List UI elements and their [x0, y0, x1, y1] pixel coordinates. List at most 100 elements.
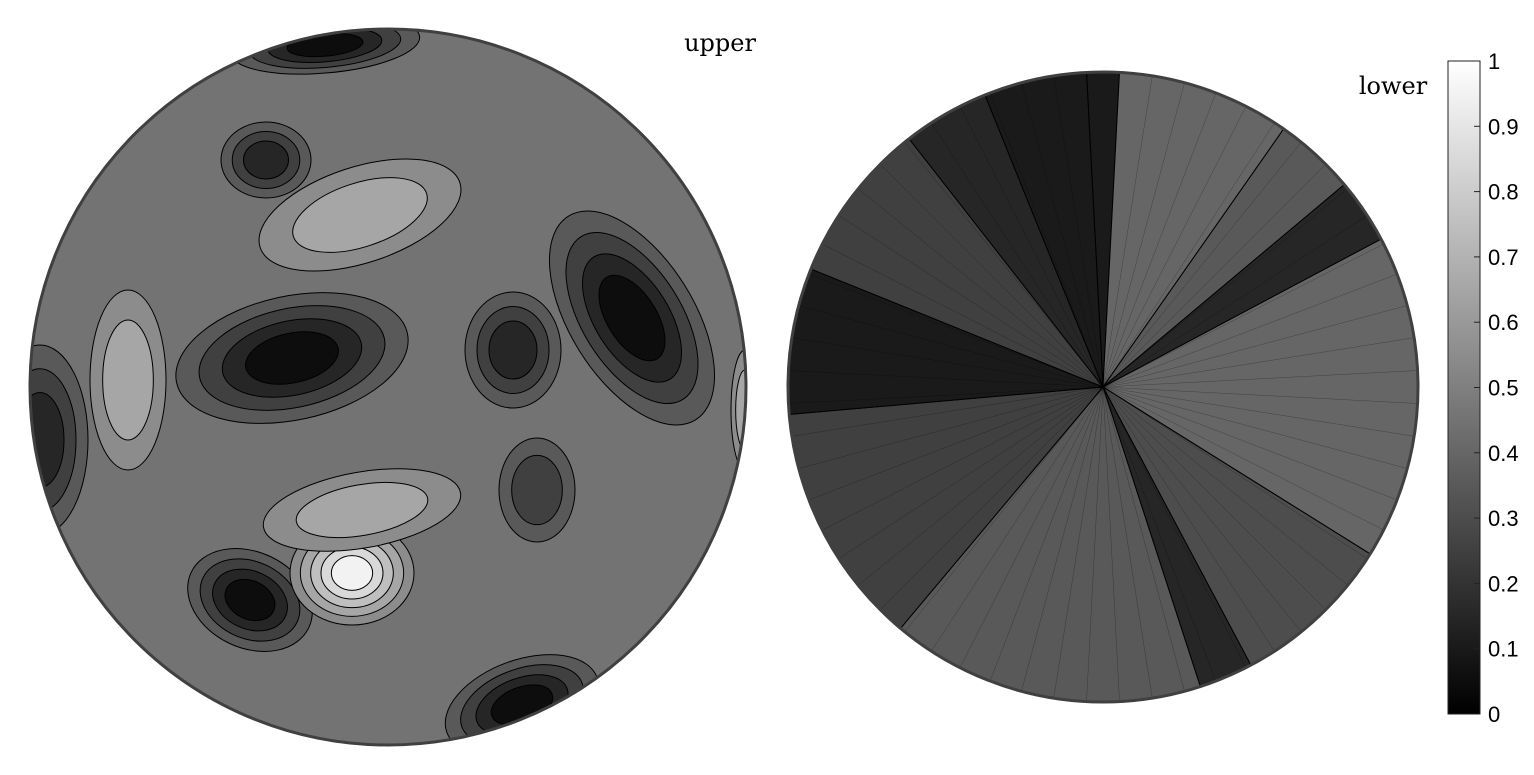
lower-contour-line: [838, 172, 1104, 388]
lower-contour-line: [1102, 72, 1157, 388]
lower-contour-line: [788, 386, 1104, 406]
lower-contour-line: [1102, 83, 1258, 388]
lower-contour-line: [799, 386, 1104, 542]
lower-contour-line: [1102, 386, 1122, 702]
lower-sectors: [788, 72, 1418, 702]
lower-contour-line: [888, 386, 1104, 652]
upper-low-region: [498, 437, 576, 543]
contour-band: [224, 578, 276, 622]
upper-low-region: [444, 654, 600, 745]
upper-panel-label: upper: [684, 29, 756, 57]
upper-low-region: [464, 291, 562, 409]
lower-contour-line: [862, 386, 1104, 628]
lower-contour-line: [788, 386, 1104, 476]
lower-contour-line: [817, 201, 1104, 388]
lower-contour-line: [788, 264, 1104, 388]
lower-contour-line: [1102, 72, 1192, 388]
lower-contour-line: [1102, 72, 1226, 388]
colorbar-tick-label: 0.8: [1488, 180, 1519, 205]
colorbar-tick-label: 1: [1488, 49, 1500, 74]
colorbar-tick-label: 0.5: [1488, 376, 1519, 401]
upper-high-region: [89, 289, 167, 471]
lower-contour-line: [817, 386, 1104, 573]
lower-pole-figure: lower: [786, 70, 1428, 704]
contour-band: [245, 331, 339, 385]
lower-contour-line: [1102, 386, 1418, 406]
lower-contour-line: [1102, 386, 1318, 652]
lower-contour-line: [862, 146, 1104, 388]
colorbar-tick-label: 0.7: [1488, 245, 1519, 270]
lower-contour-line: [1014, 386, 1104, 702]
contour-band: [295, 481, 429, 539]
contour-band: [102, 319, 154, 441]
lower-contour-line: [1102, 386, 1258, 691]
colorbar-tick-label: 0.1: [1488, 637, 1519, 662]
lower-contour-line: [1102, 386, 1418, 441]
upper-plot-rim: [28, 27, 748, 747]
lower-contour-line: [1102, 386, 1192, 702]
colorbar-tick-label: 0.9: [1488, 114, 1519, 139]
lower-contour-line: [788, 368, 1104, 388]
colorbar-tick-label: 0.3: [1488, 506, 1519, 531]
lower-contour-line: [1102, 146, 1344, 388]
lower-panel-label: lower: [1359, 72, 1428, 100]
contour-band: [292, 177, 428, 253]
lower-contour-line: [788, 386, 1104, 510]
lower-contour-line: [980, 72, 1104, 388]
upper-low-region: [548, 210, 716, 426]
lower-sector: [1084, 72, 1122, 388]
lower-contour-line: [1102, 386, 1289, 673]
lower-contour-line: [1102, 386, 1418, 476]
lower-contour-line: [1102, 368, 1418, 388]
lower-contour-line: [1014, 72, 1104, 388]
lower-contour-line: [917, 101, 1104, 388]
lower-contour-line: [1049, 386, 1104, 702]
lower-contour-line: [1102, 333, 1418, 388]
upper-low-region: [175, 292, 409, 424]
colorbar-tick-label: 0.2: [1488, 571, 1519, 596]
lower-contour-line: [1102, 386, 1418, 510]
lower-sector: [788, 258, 1104, 418]
lower-contour-line: [948, 386, 1104, 691]
contour-band: [243, 140, 289, 180]
lower-contour-line: [799, 232, 1104, 388]
contour-band: [598, 274, 666, 362]
lower-contour-line: [1102, 386, 1157, 702]
lower-contour-line: [948, 83, 1104, 388]
lower-contour-line: [1102, 386, 1344, 628]
contour-band: [330, 555, 374, 591]
lower-sector: [974, 72, 1104, 388]
upper-pole-figure: upper: [28, 27, 756, 747]
lower-contour-line: [1049, 72, 1104, 388]
colorbar-tick-label: 0.6: [1488, 310, 1519, 335]
lower-contour-line: [1102, 386, 1407, 542]
upper-high-region: [258, 158, 462, 272]
lower-contour-line: [888, 122, 1104, 388]
lower-contour-line: [1102, 264, 1418, 388]
lower-contour-line: [1102, 298, 1418, 388]
lower-contour-line: [1102, 122, 1318, 388]
lower-contour-line: [838, 386, 1104, 602]
lower-contour-line: [1102, 386, 1226, 702]
lower-plot-rim: [786, 70, 1420, 704]
colorbar-tick-label: 0: [1488, 702, 1500, 727]
upper-low-region: [220, 121, 312, 199]
lower-contour-line: [980, 386, 1104, 702]
lower-contour-line: [788, 333, 1104, 388]
contour-band: [511, 454, 563, 526]
upper-high-region: [262, 468, 462, 552]
lower-contour-line: [1084, 72, 1104, 388]
upper-low-region: [30, 344, 89, 536]
lower-contour-line: [1102, 172, 1368, 388]
colorbar: 0 0.1 0.2 0.3 0.4 0.5 0.6 0.7 0.8 0.9 1: [1447, 49, 1519, 727]
lower-contour-line: [1102, 101, 1289, 388]
lower-contour-line: [1084, 386, 1104, 702]
lower-contour-line: [788, 298, 1104, 388]
lower-contour-line: [1102, 201, 1389, 388]
lower-contour-line: [1102, 386, 1368, 602]
colorbar-ticks: 0 0.1 0.2 0.3 0.4 0.5 0.6 0.7 0.8 0.9 1: [1474, 49, 1519, 727]
lower-contour-line: [1102, 386, 1389, 573]
lower-contour-line: [788, 386, 1104, 441]
lower-contour-line: [917, 386, 1104, 673]
